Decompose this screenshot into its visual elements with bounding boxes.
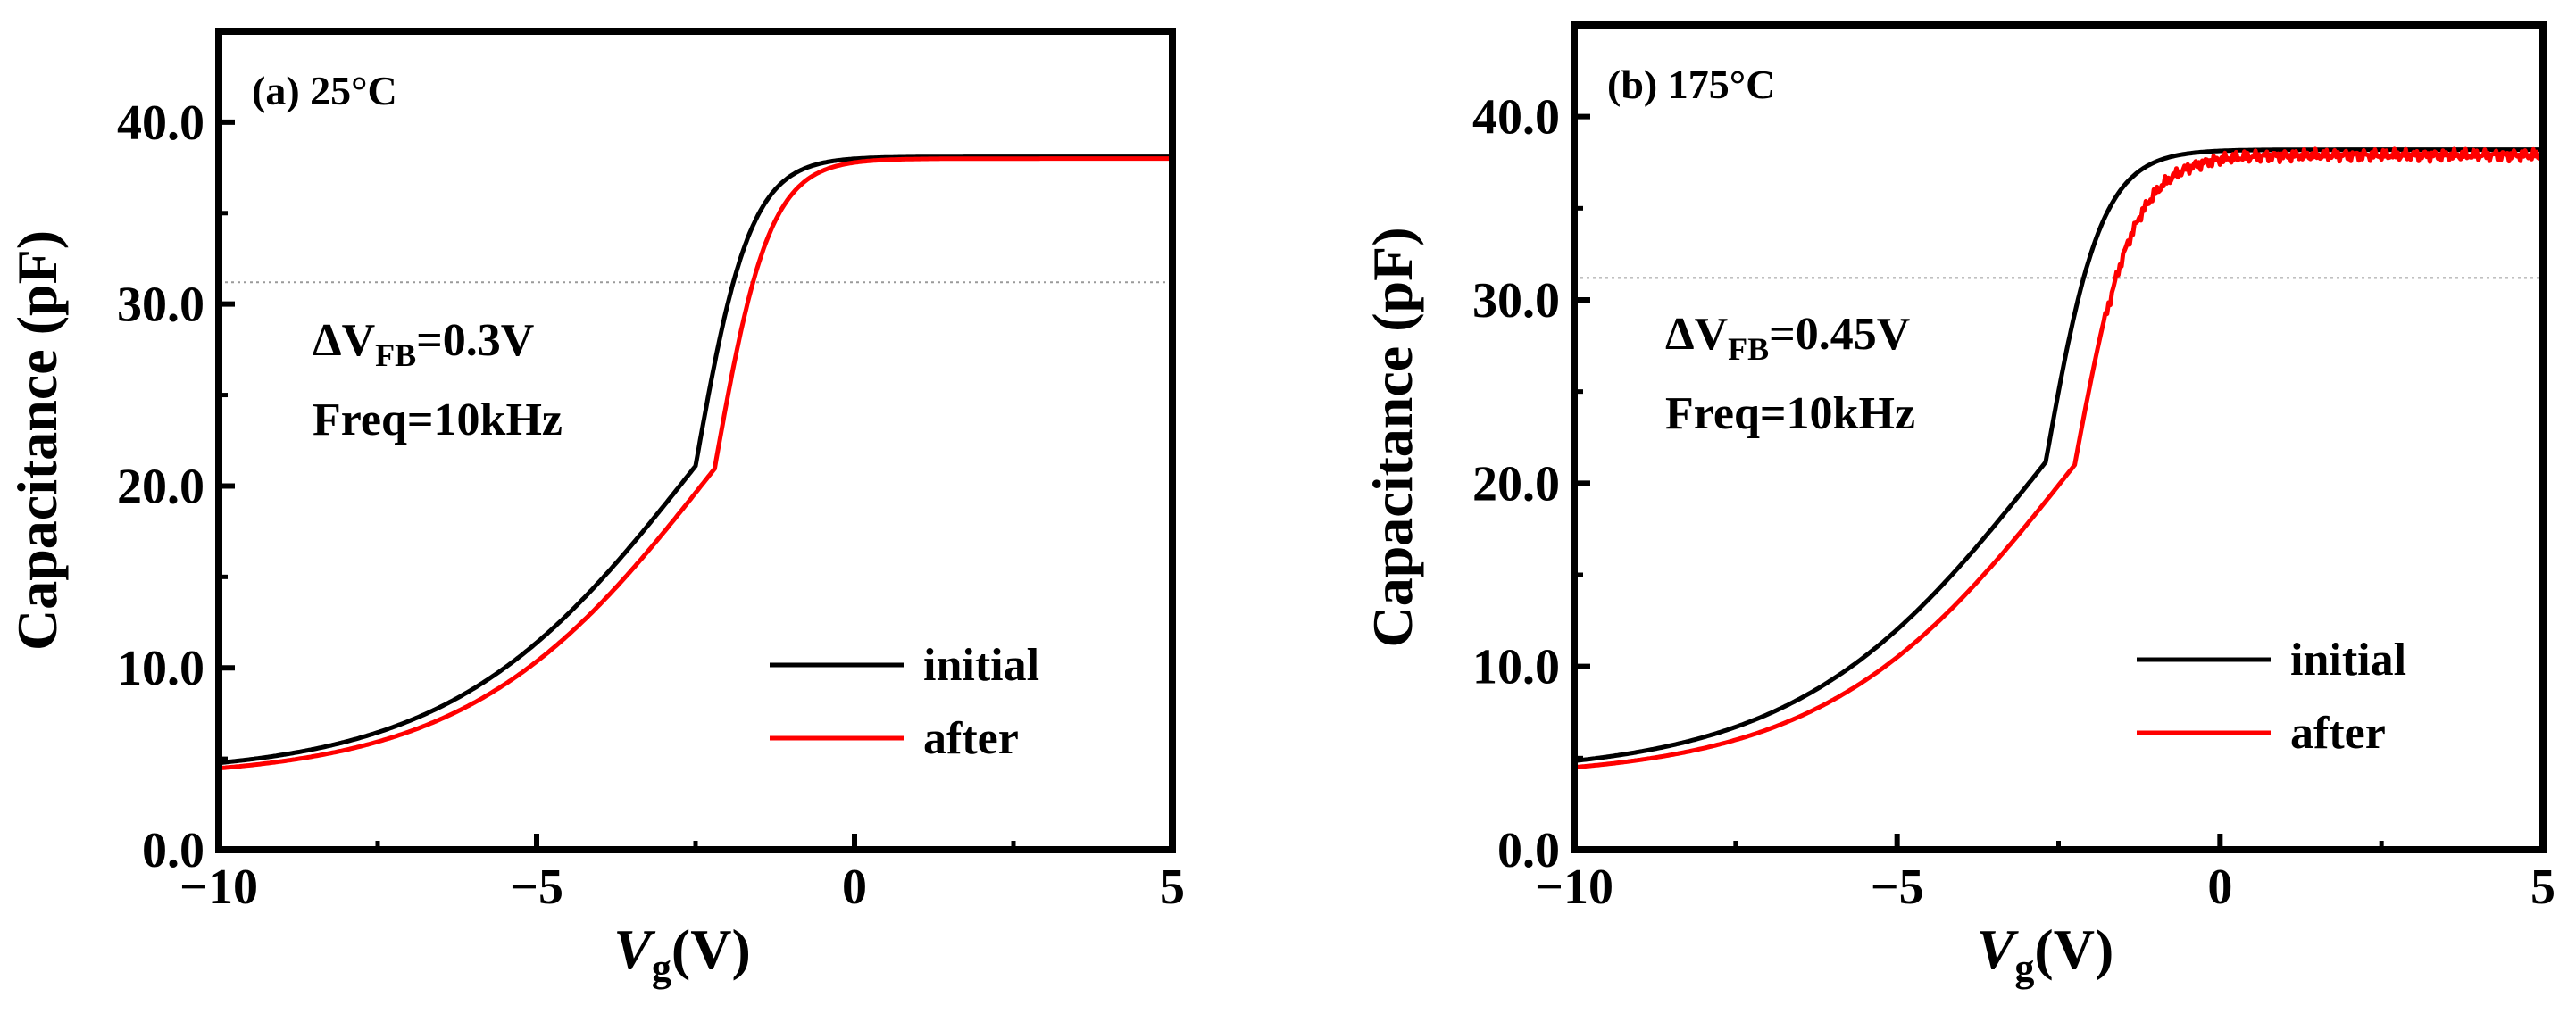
y-tick-label: 40.0 [1472,90,1560,145]
x-tick-label: −10 [179,860,258,915]
delta-vfb-annotation: ΔVFB=0.3V [313,315,534,373]
panel-label: (a) 25°C [252,68,397,113]
x-tick-label: −10 [1535,860,1613,915]
x-tick-label: −5 [1871,860,1924,915]
legend-label-after: after [2290,708,2386,759]
x-tick-label: 5 [1160,860,1185,915]
y-tick-label: 40.0 [117,96,204,151]
legend-label-initial: initial [923,640,1039,691]
y-tick-label: 0.0 [1497,823,1560,878]
delta-vfb-annotation: ΔVFB=0.45V [1665,309,1910,367]
y-axis-title: Capacitance (pF) [1361,227,1424,647]
y-tick-label: 10.0 [1472,640,1560,695]
y-tick-label: 30.0 [117,278,204,333]
panel-b: −10 −5 0 5 0.0 10.0 20.0 30.0 40.0 Capacitance (p… [1361,21,2555,990]
panel-label: (b) 175°C [1607,62,1775,107]
freq-annotation: Freq=10kHz [1665,388,1915,439]
y-tick-label: 20.0 [1472,456,1560,511]
x-tick-label: 5 [2530,860,2555,915]
y-axis-title: Capacitance (pF) [5,230,69,651]
x-axis-title: Vg(V) [1977,918,2114,990]
y-tick-label: 10.0 [117,641,204,696]
x-axis-title: Vg(V) [613,918,751,990]
x-tick-label: 0 [2207,860,2232,915]
x-tick-label: 0 [842,860,867,915]
series-line-after [1573,146,2546,770]
y-tick-label: 0.0 [142,823,204,878]
y-tick-label: 30.0 [1472,273,1560,328]
x-tick-label: −5 [510,860,563,915]
panel-a: −10 −5 0 5 0.0 10.0 20.0 30.0 40.0 Capacitance (p… [5,28,1185,990]
series-line-after [218,156,1173,771]
y-tick-label: 20.0 [117,459,204,514]
freq-annotation: Freq=10kHz [313,395,563,445]
legend-label-initial: initial [2290,635,2406,685]
legend-label-after: after [923,713,1019,764]
